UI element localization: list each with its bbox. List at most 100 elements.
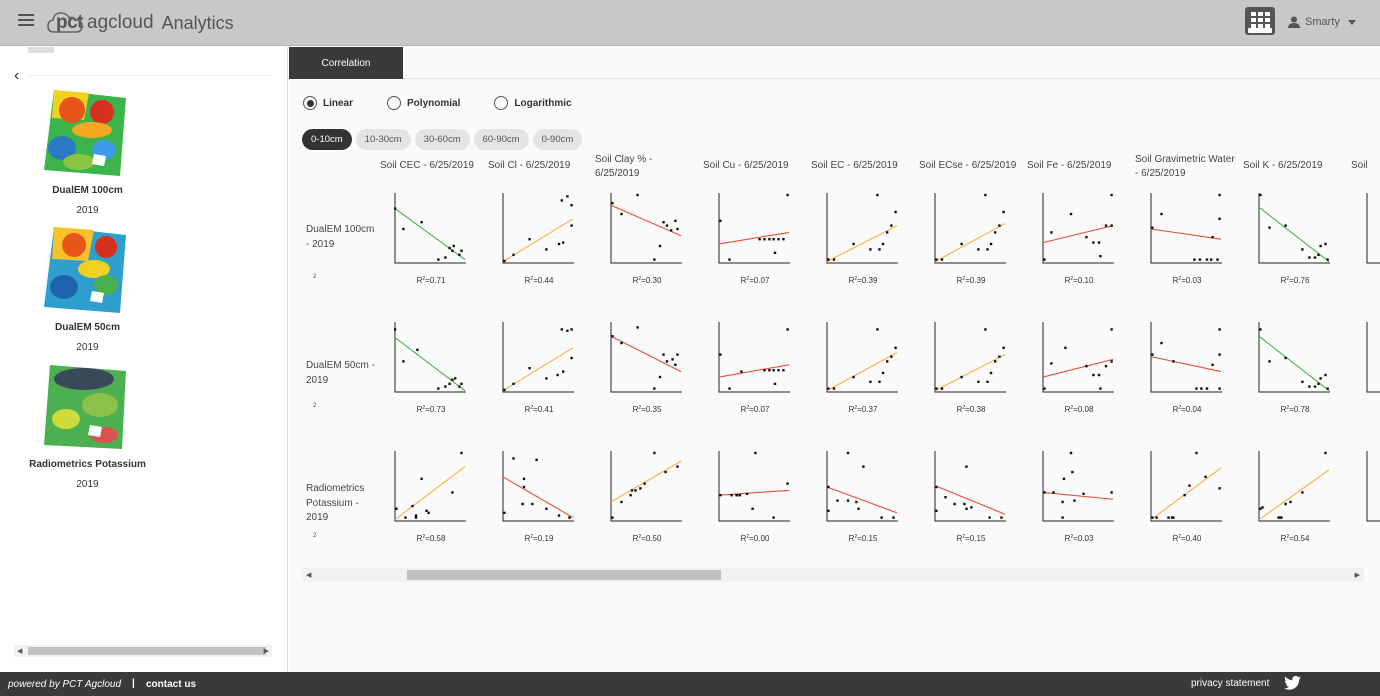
data-point [395,507,398,510]
scroll-left-icon[interactable]: ◀ [17,648,23,655]
apps-grid-icon[interactable] [1245,7,1275,35]
plot-axes [1366,322,1380,393]
data-point [570,204,573,207]
row-mark: 2 [313,403,317,409]
data-point [1324,373,1327,377]
radio-unselected-icon[interactable] [494,96,509,110]
scatter-plot [1150,193,1222,264]
twitter-icon[interactable] [1284,676,1301,690]
map-thumbnail-dualem-50cm[interactable] [44,227,128,315]
scrollbar-thumb[interactable] [407,570,721,580]
data-point [394,207,397,210]
data-point [665,224,669,227]
scroll-right-icon[interactable]: ▶ [1354,572,1360,579]
contact-us-link[interactable]: contact us [146,679,197,690]
data-point [1110,224,1113,227]
matrix-scrollbar[interactable]: ◀ ▶ [302,568,1364,582]
column-header: Soil CEC - 6/25/2019 [380,160,474,171]
depth-chip[interactable]: 0-10cm [302,129,352,150]
data-point [852,375,855,379]
r-squared-label: R2=0.71 [416,276,446,285]
logo-pct: pct [56,12,84,33]
radio-polynomial[interactable]: Polynomial [387,96,460,110]
chevron-left-icon[interactable]: ‹ [14,67,20,84]
scatter-plot-partial [1366,322,1380,393]
map-item[interactable]: DualEM 50cm 2019 [0,322,175,353]
data-point [411,504,414,508]
radio-selected-icon[interactable] [303,96,317,110]
data-point [662,353,665,356]
data-point [745,492,749,495]
data-point [782,238,785,241]
data-point [876,328,879,331]
scatter-plot [1258,322,1330,393]
data-point [1313,385,1317,388]
trend-line [1150,228,1222,240]
trend-line [1258,206,1330,263]
depth-chip[interactable]: 10-30cm [355,129,411,150]
data-point [1259,193,1262,197]
scroll-left-icon[interactable]: ◀ [306,572,312,579]
scatter-plot [826,322,898,393]
data-point [1110,491,1113,494]
trend-line [1042,358,1114,378]
data-point [1062,477,1066,481]
data-point [880,516,883,519]
data-point [940,258,944,261]
data-point [1167,516,1170,519]
data-point [1308,256,1311,259]
plot-axes [1366,451,1380,522]
r-squared-label: R2=0.76 [1280,276,1310,285]
radio-label: Logarithmic [514,97,572,109]
user-menu[interactable]: Smarty [1288,16,1356,28]
app-logo[interactable]: pct agcloud Analytics [46,9,234,37]
plot-axes [394,193,466,264]
data-point [1261,506,1264,509]
data-point [444,385,447,388]
data-point [562,370,565,373]
scroll-right-icon[interactable]: ▶ [263,648,269,655]
map-thumbnail-dualem-100cm[interactable] [44,90,128,178]
data-point [988,516,991,519]
trend-line [826,352,898,392]
menu-icon[interactable] [18,14,34,28]
data-point [671,358,674,361]
data-point [944,496,947,499]
data-point [773,382,777,386]
data-point [751,507,754,510]
radio-linear[interactable]: Linear [303,96,353,110]
data-point [1218,193,1221,197]
privacy-statement-link[interactable]: privacy statement [1191,678,1270,689]
plot-axes [1258,193,1330,264]
radio-logarithmic[interactable]: Logarithmic [494,96,572,110]
map-thumbnail-radiometrics[interactable] [44,365,128,453]
data-point [1301,248,1304,251]
data-point [832,258,836,261]
data-point [1110,360,1113,363]
data-point [522,477,526,481]
sidebar-scrollbar[interactable]: ◀ ▶ [14,645,272,657]
data-point [676,353,679,356]
scatter-plot [502,193,574,264]
scrollbar-thumb[interactable] [28,647,266,655]
tab-correlation[interactable]: Correlation [289,47,403,79]
data-point [1218,487,1221,490]
depth-chip[interactable]: 0-90cm [532,129,583,150]
depth-chip[interactable]: 30-60cm [414,129,470,150]
data-point [984,193,987,197]
data-point [894,346,897,349]
trend-line [934,354,1006,392]
data-point [1050,231,1053,234]
depth-chip[interactable]: 60-90cm [473,129,529,150]
scatter-plot [610,193,682,264]
data-point [1324,451,1327,455]
data-point [674,219,677,223]
radio-unselected-icon[interactable] [387,96,402,110]
data-point [730,493,733,497]
map-item[interactable]: DualEM 100cm 2019 [0,185,175,216]
plot-axes [1366,193,1380,264]
data-point [886,360,889,363]
plot-axes [394,451,466,522]
data-point [970,506,973,509]
map-item[interactable]: Radiometrics Potassium 2019 [0,459,175,490]
